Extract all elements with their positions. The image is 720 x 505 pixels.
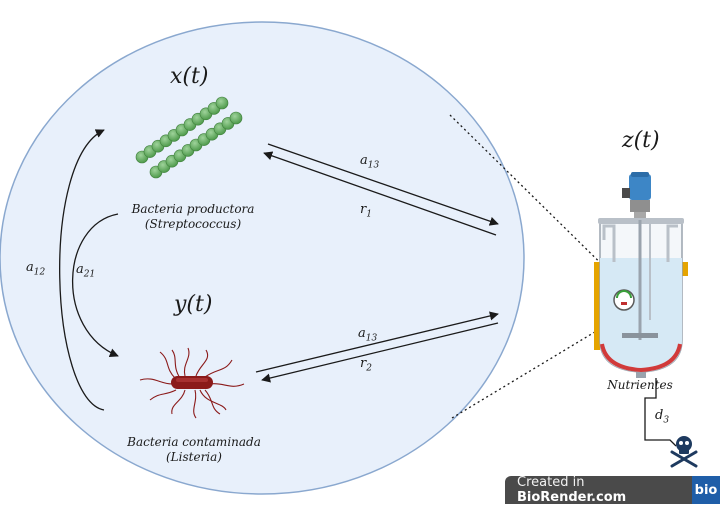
producer-caption: Bacteria productora (Streptococcus)	[118, 202, 268, 232]
rate-r1: r1	[360, 202, 372, 220]
rate-a21: a21	[76, 262, 96, 280]
rate-a13-top: a13	[360, 153, 380, 171]
arrow-a13-top	[267, 143, 499, 226]
arrow-a12	[59, 129, 105, 411]
biorender-logo-icon: bio	[692, 476, 720, 504]
biorender-text: Created in BioRender.com	[517, 475, 627, 505]
listeria-bacterium-icon	[139, 347, 245, 419]
rate-d3: d3	[655, 408, 670, 426]
arrow-r1	[263, 151, 497, 236]
arrow-a21	[71, 213, 119, 358]
nutrients-caption: Nutrientes	[607, 378, 673, 392]
bioreactor-icon	[594, 172, 688, 378]
producer-species: (Streptococcus)	[144, 217, 242, 231]
rate-r2: r2	[360, 356, 372, 374]
variable-y: y(t)	[174, 292, 213, 317]
streptococcus-chain-icon	[135, 96, 243, 179]
biorender-badge[interactable]: Created in BioRender.com bio	[505, 475, 720, 505]
producer-name: Bacteria productora	[131, 202, 255, 216]
contaminant-caption: Bacteria contaminada (Listeria)	[104, 435, 284, 465]
rate-a13-bottom: a13	[358, 326, 378, 344]
population-ellipse	[0, 21, 525, 495]
streptococcus-cell	[229, 111, 243, 125]
skull-crossbones-icon	[670, 436, 698, 468]
arrow-d3	[644, 378, 677, 447]
zoom-line-top	[449, 114, 629, 291]
rate-a12: a12	[26, 260, 46, 278]
arrow-a13-bottom	[255, 311, 499, 373]
variable-z: z(t)	[622, 128, 660, 153]
contaminant-name: Bacteria contaminada	[127, 435, 261, 449]
variable-x: x(t)	[170, 64, 209, 89]
contaminant-species: (Listeria)	[166, 450, 222, 464]
streptococcus-cell	[215, 96, 229, 110]
arrow-r2	[261, 322, 499, 383]
